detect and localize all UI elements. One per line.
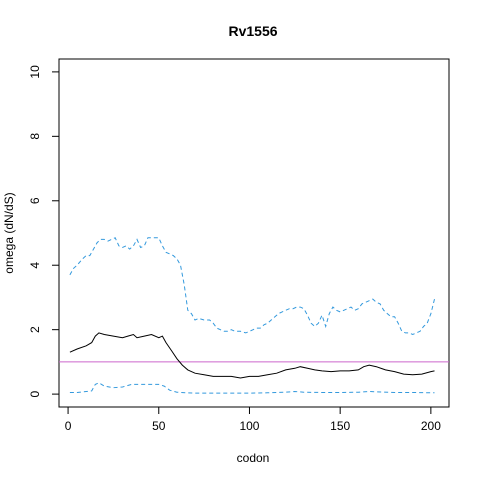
x-tick-label: 100 <box>239 419 259 433</box>
series-layer <box>59 237 449 394</box>
x-tick-label: 0 <box>65 419 72 433</box>
x-axis: 0 50 100 150 200 <box>65 406 441 433</box>
y-tick-label: 8 <box>28 133 42 140</box>
y-tick-label: 2 <box>28 326 42 333</box>
y-axis: 0 2 4 6 8 10 <box>28 65 60 397</box>
y-tick-label: 4 <box>28 262 42 269</box>
y-tick-label: 6 <box>28 197 42 204</box>
series-line <box>69 332 435 379</box>
series-line <box>69 237 435 336</box>
series-line <box>69 382 435 394</box>
y-axis-label: omega (dN/dS) <box>2 192 16 273</box>
x-tick-label: 50 <box>152 419 166 433</box>
y-tick-label: 10 <box>28 65 42 79</box>
x-tick-label: 200 <box>421 419 441 433</box>
y-tick-label: 0 <box>28 390 42 397</box>
x-axis-label: codon <box>237 451 270 465</box>
x-tick-label: 150 <box>330 419 350 433</box>
plot-frame <box>58 58 450 408</box>
chart-title: Rv1556 <box>228 23 277 39</box>
